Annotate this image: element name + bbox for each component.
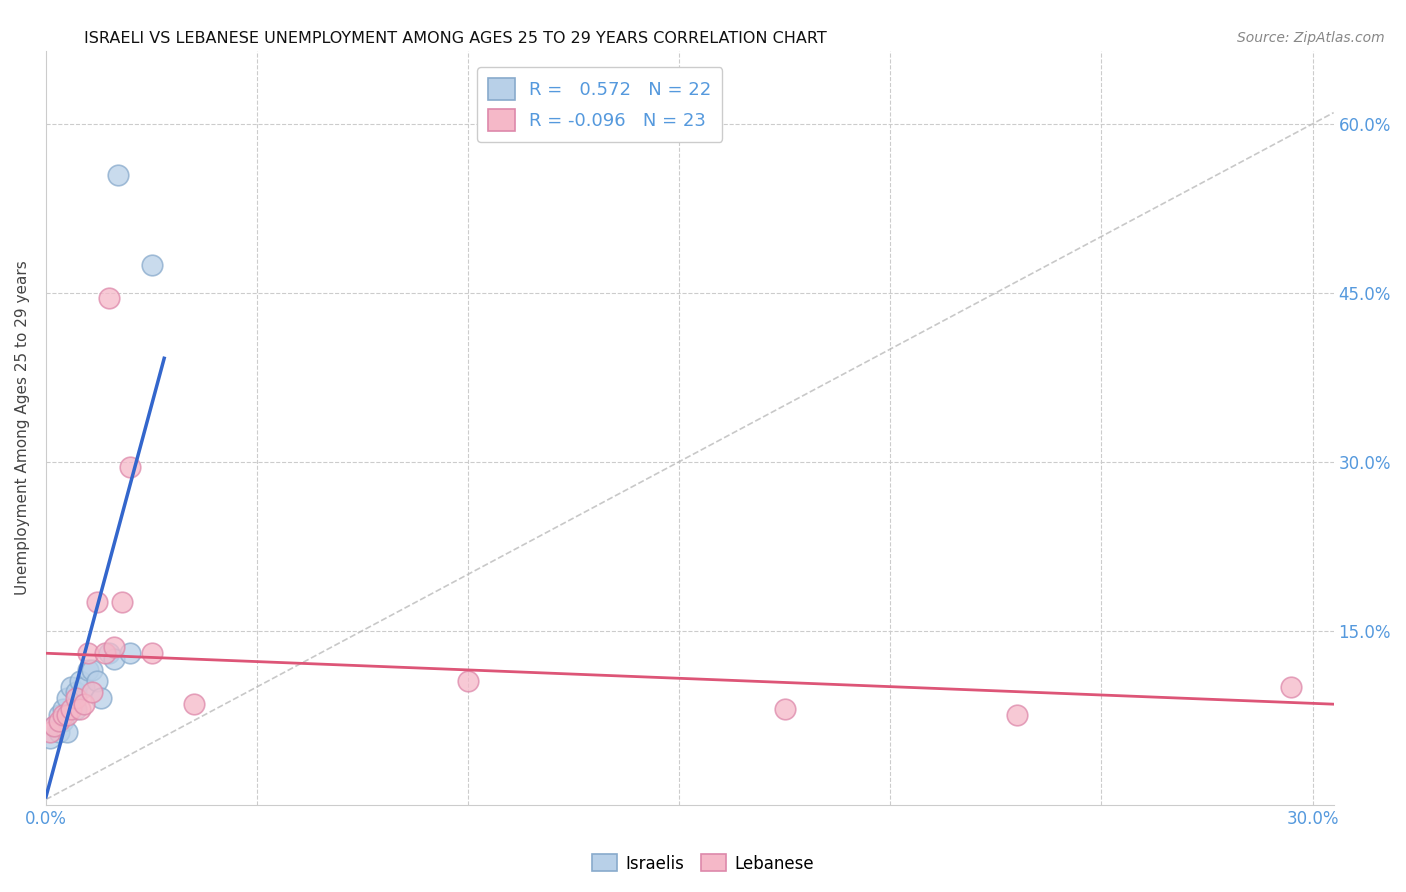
Point [48,725,70,739]
Point [98,292,121,306]
Legend: Israelis, Lebanese: Israelis, Lebanese [585,847,821,880]
Text: ISRAELI VS LEBANESE UNEMPLOYMENT AMONG AGES 25 TO 29 YEARS CORRELATION CHART: ISRAELI VS LEBANESE UNEMPLOYMENT AMONG A… [84,31,827,46]
Point [73,680,96,694]
Point [82,685,104,699]
Point [183,697,205,711]
Point [141,258,163,272]
Point [103,651,125,665]
Point [120,646,142,660]
Point [48,708,70,723]
Point [90,691,112,706]
Point [1005,708,1028,723]
Point [77,646,100,660]
Point [86,674,108,689]
Point [77,663,100,677]
Point [1281,680,1303,694]
Point [48,714,70,728]
Point [69,674,91,689]
Point [60,680,83,694]
Point [69,702,91,716]
Point [39,725,62,739]
Point [98,646,121,660]
Point [56,708,79,723]
Point [44,719,66,733]
Point [52,714,75,728]
Point [65,691,87,706]
Legend: R =   0.572   N = 22, R = -0.096   N = 23: R = 0.572 N = 22, R = -0.096 N = 23 [477,67,723,142]
Point [141,646,163,660]
Point [60,702,83,716]
Point [107,168,129,182]
Point [56,691,79,706]
Text: Source: ZipAtlas.com: Source: ZipAtlas.com [1237,31,1385,45]
Point [94,646,117,660]
Point [39,731,62,745]
Point [73,697,96,711]
Point [120,460,142,475]
Point [82,663,104,677]
Point [773,702,796,716]
Point [65,702,87,716]
Point [86,595,108,609]
Point [44,719,66,733]
Point [56,725,79,739]
Point [457,674,479,689]
Point [111,595,134,609]
Point [103,640,125,655]
Point [65,685,87,699]
Point [52,708,75,723]
Point [52,702,75,716]
Y-axis label: Unemployment Among Ages 25 to 29 years: Unemployment Among Ages 25 to 29 years [15,260,30,595]
